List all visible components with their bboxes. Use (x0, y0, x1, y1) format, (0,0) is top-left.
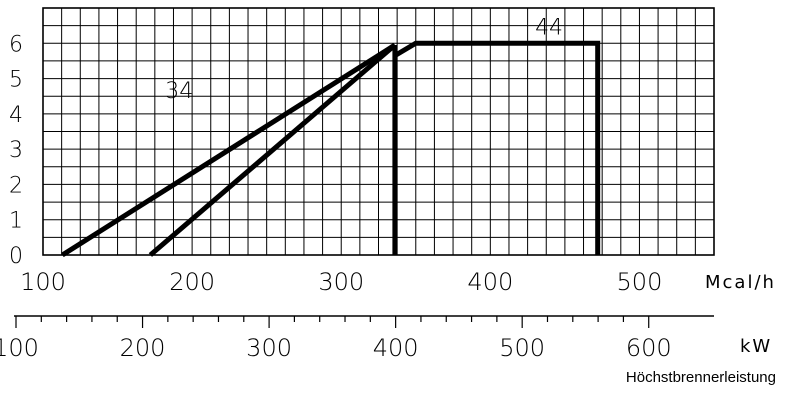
y-tick-label: 5 (9, 68, 23, 93)
x-tick-label-kw: 400 (373, 334, 419, 362)
x-tick-label-mcal: 200 (169, 268, 215, 296)
chart-caption: Höchstbrennerleistung (626, 369, 776, 386)
y-tick-label: 4 (9, 103, 23, 128)
series-layer (61, 40, 601, 258)
y-tick-label: 1 (9, 209, 23, 234)
series-34-line-low (61, 42, 397, 258)
y-tick-label: 2 (9, 173, 23, 198)
x-tick-label-kw: 600 (626, 334, 672, 362)
x-tick-label-kw: 300 (246, 334, 292, 362)
y-tick-label: 3 (9, 138, 23, 163)
x-unit-mcal: Mcal/h (705, 272, 776, 293)
y-tick-label: 6 (9, 32, 23, 57)
x-unit-kw: kW (740, 336, 772, 357)
series-34-line-high (148, 43, 397, 257)
x-tick-label-mcal: 500 (617, 268, 663, 296)
x-tick-label-mcal: 100 (20, 268, 66, 296)
x-tick-label-kw: 200 (120, 334, 166, 362)
x-tick-label-kw: 100 (0, 334, 39, 362)
series-label-44: 44 (535, 15, 563, 40)
series-label-34: 34 (165, 79, 193, 104)
x-tick-label-kw: 500 (499, 334, 545, 362)
x-tick-label-mcal: 300 (318, 268, 364, 296)
series-44-line (393, 40, 601, 255)
x-tick-label-mcal: 400 (467, 268, 513, 296)
y-tick-label: 0 (9, 244, 23, 269)
